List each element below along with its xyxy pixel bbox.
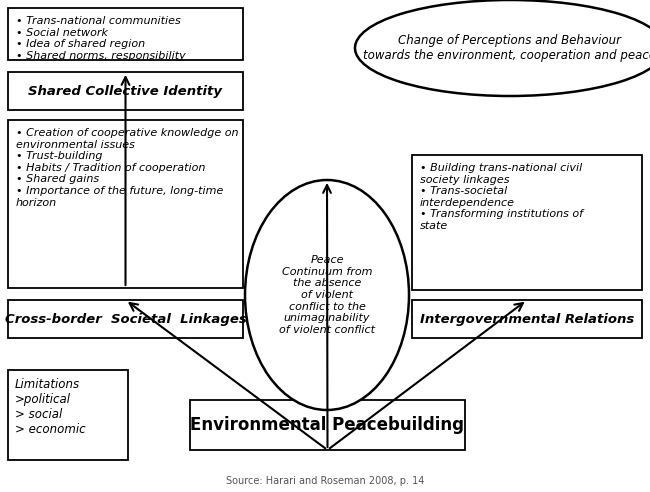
Text: • Trans-national communities
• Social network
• Idea of shared region
• Shared n: • Trans-national communities • Social ne… <box>16 16 186 61</box>
FancyBboxPatch shape <box>8 300 243 338</box>
FancyBboxPatch shape <box>412 155 642 290</box>
FancyBboxPatch shape <box>412 300 642 338</box>
FancyBboxPatch shape <box>8 120 243 288</box>
Text: • Creation of cooperative knowledge on
environmental issues
• Trust-building
• H: • Creation of cooperative knowledge on e… <box>16 128 239 208</box>
Text: Environmental Peacebuilding: Environmental Peacebuilding <box>190 416 465 434</box>
FancyBboxPatch shape <box>8 8 243 60</box>
FancyBboxPatch shape <box>8 370 128 460</box>
Ellipse shape <box>245 180 409 410</box>
Text: Cross-border  Societal  Linkages: Cross-border Societal Linkages <box>5 312 246 326</box>
FancyBboxPatch shape <box>8 72 243 110</box>
Text: Source: Harari and Roseman 2008, p. 14: Source: Harari and Roseman 2008, p. 14 <box>226 476 424 486</box>
Text: Intergovernmental Relations: Intergovernmental Relations <box>420 312 634 326</box>
Text: Limitations
>political
> social
> economic: Limitations >political > social > econom… <box>15 378 86 436</box>
FancyBboxPatch shape <box>190 400 465 450</box>
Ellipse shape <box>355 0 650 96</box>
Text: Shared Collective Identity: Shared Collective Identity <box>29 85 222 97</box>
Text: Change of Perceptions and Behaviour
towards the environment, cooperation and pea: Change of Perceptions and Behaviour towa… <box>363 34 650 62</box>
Text: Peace
Continuum from
the absence
of violent
conflict to the
unimaginability
of v: Peace Continuum from the absence of viol… <box>279 255 375 335</box>
Text: • Building trans-national civil
society linkages
• Trans-societal
interdependenc: • Building trans-national civil society … <box>420 163 583 231</box>
